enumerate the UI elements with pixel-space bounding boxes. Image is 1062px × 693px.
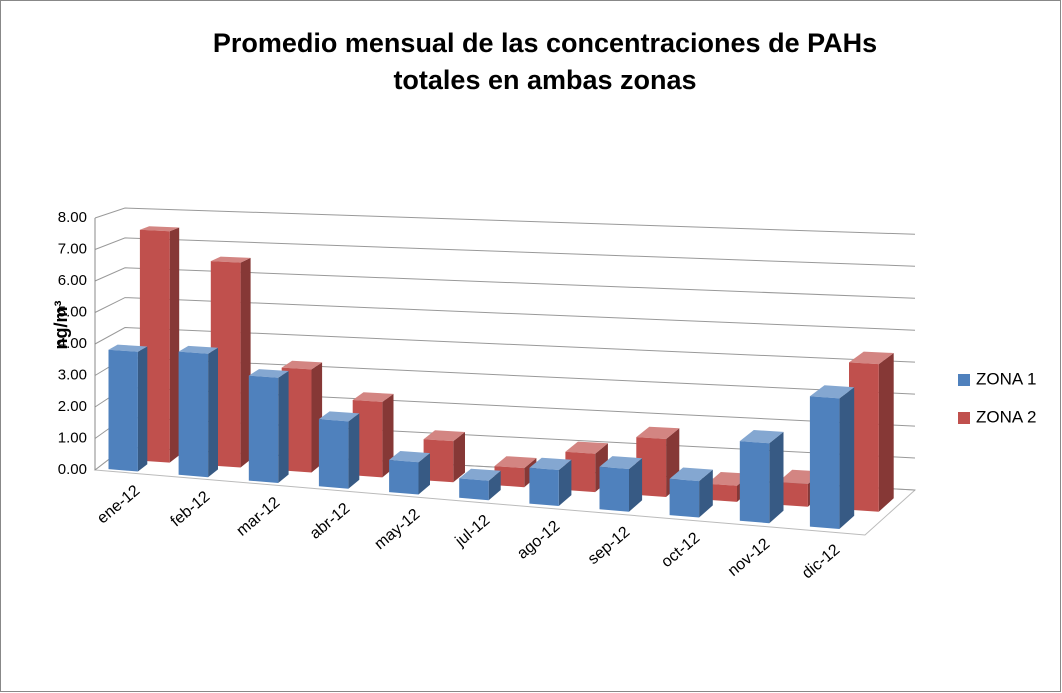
- bar-front: [707, 483, 737, 502]
- grid-line: [94, 267, 916, 299]
- bar: [739, 430, 784, 524]
- bar-front: [565, 451, 596, 493]
- bar-front: [423, 439, 454, 483]
- legend-swatch: [958, 412, 970, 424]
- bar: [389, 451, 430, 495]
- bar: [423, 430, 465, 483]
- bar: [248, 369, 289, 483]
- bar-top: [809, 385, 855, 399]
- bar-top: [599, 456, 643, 469]
- bar-front: [248, 375, 279, 483]
- bar-top: [849, 351, 894, 365]
- bar-front: [778, 482, 808, 507]
- bar: [210, 256, 251, 468]
- bar-side: [769, 431, 784, 524]
- bar: [318, 411, 360, 489]
- bar-front: [318, 419, 349, 489]
- bar-side: [278, 371, 289, 483]
- bar: [636, 426, 680, 497]
- bar: [139, 226, 180, 463]
- bar-side: [453, 432, 465, 483]
- y-tick-label: 7.00: [58, 240, 87, 257]
- bar-front: [636, 437, 667, 497]
- bar-top: [281, 360, 323, 370]
- bar-side: [488, 470, 501, 501]
- bar: [809, 385, 855, 529]
- bar-side: [629, 458, 643, 512]
- bar-side: [348, 413, 360, 489]
- bar-front: [281, 367, 312, 473]
- y-tick-label: 5.00: [58, 303, 87, 320]
- y-axis-label: ng/m³: [51, 301, 71, 350]
- bar-top: [178, 345, 218, 354]
- bar-side: [418, 453, 430, 495]
- bar-top: [669, 467, 713, 482]
- bar: [108, 344, 148, 472]
- bar-front: [210, 261, 241, 468]
- bar: [669, 467, 713, 518]
- bar: [178, 345, 218, 478]
- bar-top: [318, 411, 360, 422]
- y-tick-label: 1.00: [58, 429, 87, 446]
- bar-front: [459, 478, 489, 501]
- bar-top: [529, 457, 572, 470]
- bar-side: [240, 257, 251, 468]
- bar: [352, 392, 394, 478]
- bar-top: [389, 451, 430, 463]
- legend-label: ZONA 1: [976, 369, 1036, 388]
- bar-front: [529, 467, 559, 506]
- bar-top: [108, 344, 148, 352]
- chart-title: Promedio mensual de las concentraciones …: [213, 28, 877, 58]
- bar-front: [494, 466, 525, 488]
- bar-side: [558, 459, 572, 506]
- grid-line: [94, 237, 916, 267]
- bar-front: [669, 478, 700, 518]
- bar-top: [459, 468, 501, 481]
- chart-title: totales en ambas zonas: [393, 65, 696, 95]
- bar-front: [849, 362, 879, 512]
- bar-top: [739, 430, 784, 444]
- bar-top: [352, 392, 394, 402]
- grid-line: [94, 297, 916, 331]
- bar: [459, 468, 501, 501]
- y-tick-label: 3.00: [58, 366, 87, 383]
- bar-side: [699, 469, 713, 518]
- y-tick-label: 8.00: [58, 209, 87, 226]
- bar-side: [208, 347, 218, 478]
- y-tick-label: 6.00: [58, 272, 87, 289]
- grid-line: [94, 207, 916, 235]
- bar-side: [382, 393, 394, 478]
- legend-swatch: [958, 374, 970, 386]
- bar-side: [839, 387, 855, 529]
- bar-side: [137, 346, 148, 472]
- bar-front: [352, 400, 383, 478]
- bar-front: [139, 229, 170, 463]
- grid-line: [94, 326, 916, 363]
- bar-front: [178, 351, 209, 478]
- y-tick-label: 2.00: [58, 398, 87, 415]
- bar-top: [494, 456, 537, 469]
- bar-front: [108, 349, 138, 472]
- bar-side: [878, 353, 894, 512]
- bar-top: [210, 256, 251, 263]
- bar-front: [739, 441, 770, 524]
- bar-top: [139, 226, 180, 232]
- bar: [599, 456, 643, 512]
- bar-top: [423, 430, 465, 442]
- bar: [529, 457, 572, 506]
- legend-label: ZONA 2: [976, 407, 1036, 426]
- y-tick-label: 0.00: [58, 461, 87, 478]
- bar: [849, 351, 894, 512]
- bar-side: [169, 227, 180, 463]
- y-tick-label: 4.00: [58, 335, 87, 352]
- bar-top: [636, 426, 680, 439]
- bar-top: [248, 369, 289, 378]
- bar-front: [599, 466, 629, 512]
- bar-front: [389, 459, 419, 495]
- bar-top: [565, 441, 608, 454]
- bar-front: [809, 396, 840, 529]
